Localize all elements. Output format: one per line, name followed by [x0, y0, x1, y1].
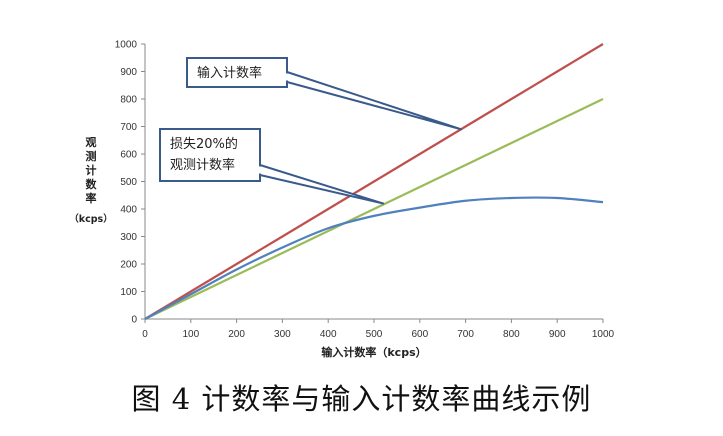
x-tick-label: 100: [182, 329, 199, 340]
y-tick-label: 700: [120, 122, 137, 133]
x-tick-label: 500: [366, 329, 383, 340]
label-layer: 输入计数率（kcps） 观测计数率 （kcps）: [69, 136, 426, 359]
y-tick-label: 400: [120, 205, 137, 216]
series-line-observed-rate: [144, 196, 604, 320]
x-tick-label: 300: [274, 329, 291, 340]
y-axis-title-part: （kcps）: [69, 213, 112, 225]
x-tick-label: 200: [228, 329, 245, 340]
series-layer: [144, 43, 604, 320]
y-tick-label: 800: [120, 95, 137, 106]
y-axis-title-part: 测: [86, 149, 97, 163]
x-axis-title: 输入计数率（kcps）: [321, 345, 426, 359]
callout-pointer: [259, 164, 385, 205]
callout-box: [159, 128, 261, 182]
callout-pointer: [286, 71, 463, 131]
series-line-input-rate: [144, 43, 604, 320]
y-tick-label: 100: [120, 287, 137, 298]
x-tick-label: 600: [411, 329, 428, 340]
y-axis-title-part: 数: [86, 177, 98, 191]
y-tick-label: 200: [120, 260, 137, 271]
chart: 0 100 200 300 400 500 600 700 800 900 1000 0 100 200 3…: [69, 40, 615, 360]
y-axis-title-part: 观: [86, 136, 97, 149]
callout-text: 损失20%的: [170, 136, 238, 152]
y-tick-label: 1000: [115, 40, 138, 51]
x-tick-label: 700: [457, 329, 474, 340]
y-tick-label: 900: [120, 67, 137, 78]
axes: 0 100 200 300 400 500 600 700 800 900 1000 0 100 200 3…: [115, 40, 615, 341]
x-tick-label: 900: [549, 329, 566, 340]
callout-input-rate: 输入计数率: [186, 57, 463, 131]
y-tick-label: 300: [120, 232, 137, 243]
y-axis-title-part: 计: [86, 163, 97, 177]
series-line-80-percent: [144, 98, 604, 320]
x-tick-label: 1000: [592, 329, 615, 340]
y-axis-title-part: 率: [86, 191, 97, 205]
x-tick-label: 0: [142, 329, 148, 340]
callout-text: 输入计数率: [197, 65, 262, 81]
y-tick-label: 500: [120, 177, 137, 188]
y-tick-label: 600: [120, 150, 137, 161]
figure-caption: 图 4 计数率与输入计数率曲线示例: [131, 382, 592, 416]
y-tick-label: 0: [131, 315, 137, 326]
x-tick-label: 800: [503, 329, 520, 340]
callout-text: 观测计数率: [170, 157, 235, 173]
callout-box: [186, 57, 288, 88]
x-tick-label: 400: [320, 329, 337, 340]
